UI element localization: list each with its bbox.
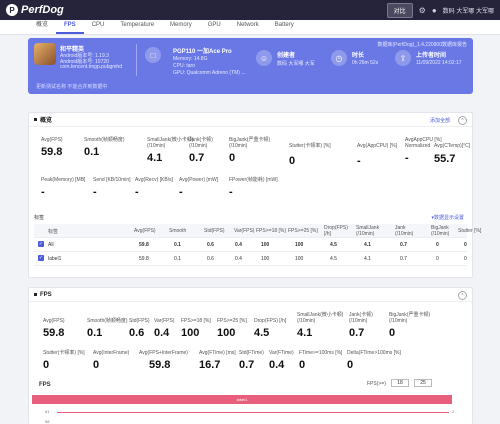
hero-links[interactable]: 更新测试名称 不能合并到数据中 (36, 84, 108, 90)
fps-threshold-input-b[interactable]: 25 (414, 379, 432, 387)
metric: Avg(FPS) 59.8 (41, 137, 63, 158)
metric: SmallJank(微小卡顿) (/10min) 4.1 (297, 312, 344, 339)
metric: BigJank(严重卡顿) (/10min) 0 (229, 137, 271, 164)
tab-cpu[interactable]: CPU (91, 22, 105, 28)
metric: Jank(卡顿) (/10min) 0.7 (189, 137, 213, 164)
game-app-icon (34, 43, 56, 65)
user-icon: ☺ (256, 50, 272, 66)
app-version-line: Android版本号: 1.19.3 (60, 53, 109, 59)
metric: Delta(FTime>100ms [%] 0 (347, 350, 401, 371)
fps-title: FPS (40, 291, 52, 298)
report-source: 数据库(PerfDog)_1.4.220900数据库报告 (377, 42, 467, 48)
metric: Send [KB/10min] - (93, 177, 131, 198)
app-package-line: com.tencent.tmgp.pubgmhd (60, 64, 122, 70)
y-tick: 58 (45, 419, 50, 424)
metric: Peak(Memory) [MB] - (41, 177, 86, 198)
add-all-link[interactable]: 添加全部 (429, 118, 450, 124)
y-tick-right: 2 (452, 409, 455, 414)
tab-fps[interactable]: FPS (56, 22, 84, 34)
display-settings-link[interactable]: ▾数据显示设置 (431, 215, 464, 221)
metric: Var(FTime) 0.4 (269, 350, 294, 371)
overview-panel: 概览 添加全部 ⌃ Avg(FPS) 59.8 Smooth(帧顺畅度) 0.1 S… (28, 112, 481, 278)
metric: Avg(FPS) 59.8 (43, 318, 65, 339)
tab-memory[interactable]: Memory (170, 22, 192, 28)
metric: AvgAppCPU [%] Normalized - (405, 137, 442, 164)
fps-line (57, 412, 449, 413)
label-table-title: 标签 (34, 215, 45, 221)
device-gpu: GPU: Qualcomm Adreno (TM) ... (173, 70, 246, 76)
tab-gpu[interactable]: GPU (207, 22, 221, 28)
tab-overview[interactable]: 概览 (36, 22, 49, 28)
tab-network[interactable]: Network (236, 22, 259, 28)
metric: Smooth(帧顺畅度) 0.1 (84, 137, 125, 158)
metric: Avg(CTemp)[°C] 55.7 (434, 143, 471, 165)
logo-text: PerfDog (21, 4, 64, 16)
metric: FPower(帧能耗) [mW] - (229, 177, 278, 198)
creator-title: 创建者 (277, 53, 296, 59)
device-icon: □ (145, 47, 161, 63)
collapse-icon[interactable]: ⌃ (458, 291, 467, 300)
metric: Std(FTime) 0.7 (239, 350, 264, 371)
metric: FPS>=18 [%] 100 (181, 318, 211, 339)
metric: FPS>=25 [%] 100 (217, 318, 247, 339)
metric: Jank(卡顿) (/10min) 0.7 (349, 312, 373, 339)
tab-bar: 概览 FPS CPU Temperature Memory GPU Networ… (0, 20, 500, 35)
table-header-row: 标签 Avg(FPS) Smooth Std(FPS) Var(FPS) FPS… (34, 224, 481, 238)
duration-title: 时长 (352, 53, 365, 59)
divider (136, 44, 137, 76)
tab-battery[interactable]: Battery (274, 22, 294, 28)
bell-icon[interactable]: ⚙ (418, 5, 426, 15)
upload-title: 上传者时间 (416, 53, 447, 59)
fps-filter-label: FPS(>=) (367, 381, 386, 387)
metric: Stutter(卡顿率) [%] 0 (289, 143, 331, 167)
metric: BigJank(严重卡顿) (/10min) 0 (389, 312, 431, 339)
checkbox-checked-icon[interactable]: ✓ (38, 241, 44, 247)
metric: Avg(InterFrame) 0 (93, 350, 130, 371)
logo-icon: P (6, 4, 18, 16)
metric: Var(FPS) 0.4 (154, 318, 175, 339)
overview-header: 概览 (29, 113, 472, 127)
device-title: PGP110 一加Ace Pro (173, 49, 232, 55)
table-row[interactable]: ✓ All 59.8 0.1 0.6 0.4 100 100 4.5 4.1 0… (34, 238, 467, 252)
section-marker (34, 118, 37, 121)
device-cpu: CPU: taro (173, 63, 195, 69)
user-name[interactable]: 数码 大军哪 大军哪 (442, 8, 494, 15)
creator-name: 数码 大军哪 大军 (277, 61, 315, 67)
label-table: 标签 Avg(FPS) Smooth Std(FPS) Var(FPS) FPS… (34, 224, 481, 268)
perfdog-logo[interactable]: P PerfDog (6, 4, 64, 16)
metric: Std(FPS) 0.6 (129, 318, 150, 339)
app-version-line: Android版本号: 10720 (60, 59, 109, 65)
metric: Avg(FPS+InterFrame) 59.8 (139, 350, 188, 371)
metric: Avg(AppCPU) [%] - (357, 143, 397, 167)
report-header-card: 和平精英 Android版本号: 1.19.3 Android版本号: 1072… (28, 38, 473, 94)
upload-icon: ⇧ (395, 50, 411, 66)
metric: Avg(Recv) [KB/s] - (135, 177, 173, 198)
section-marker (34, 293, 37, 296)
y-tick: 61 (45, 409, 50, 414)
metric: Drop(FPS) [/h] 4.5 (254, 318, 287, 339)
metric: Stutter(卡顿率) [%] 0 (43, 350, 85, 371)
label-range-bar[interactable]: label1 (32, 395, 452, 404)
duration-value: 0h 26m 52s (352, 60, 379, 66)
fps-chart-title: FPS (39, 382, 51, 388)
metric: Avg(Power) [mW] - (179, 177, 219, 198)
device-memory: Memory: 14.8G (173, 56, 208, 62)
metric: Avg(FTime) [ms] 16.7 (199, 350, 236, 371)
table-row[interactable]: ✓ label1 59.8 0.1 0.6 0.4 100 100 4.5 4.… (34, 252, 467, 266)
avatar-icon[interactable]: ● (431, 5, 437, 15)
metric: FTime>=100ms [%] 0 (299, 350, 343, 371)
upload-time: 11/09/2022 14:02:17 (416, 60, 462, 66)
collapse-icon[interactable]: ⌃ (458, 116, 467, 125)
metric: SmallJank(微小卡顿) (/10min) 4.1 (147, 137, 194, 164)
app-name: 和平精英 (60, 47, 85, 53)
checkbox-checked-icon[interactable]: ✓ (38, 255, 44, 261)
compare-button[interactable]: 对比 (386, 2, 413, 18)
tab-temperature[interactable]: Temperature (120, 22, 155, 28)
top-bar: P PerfDog 对比 ⚙ ● 数码 大军哪 大军哪 (0, 0, 500, 20)
clock-icon: ◷ (331, 50, 347, 66)
overview-title: 概览 (40, 118, 53, 124)
fps-threshold-input-a[interactable]: 18 (391, 379, 409, 387)
fps-header: FPS (29, 288, 472, 302)
metric: Smooth(帧顺畅度) 0.1 (87, 318, 128, 339)
